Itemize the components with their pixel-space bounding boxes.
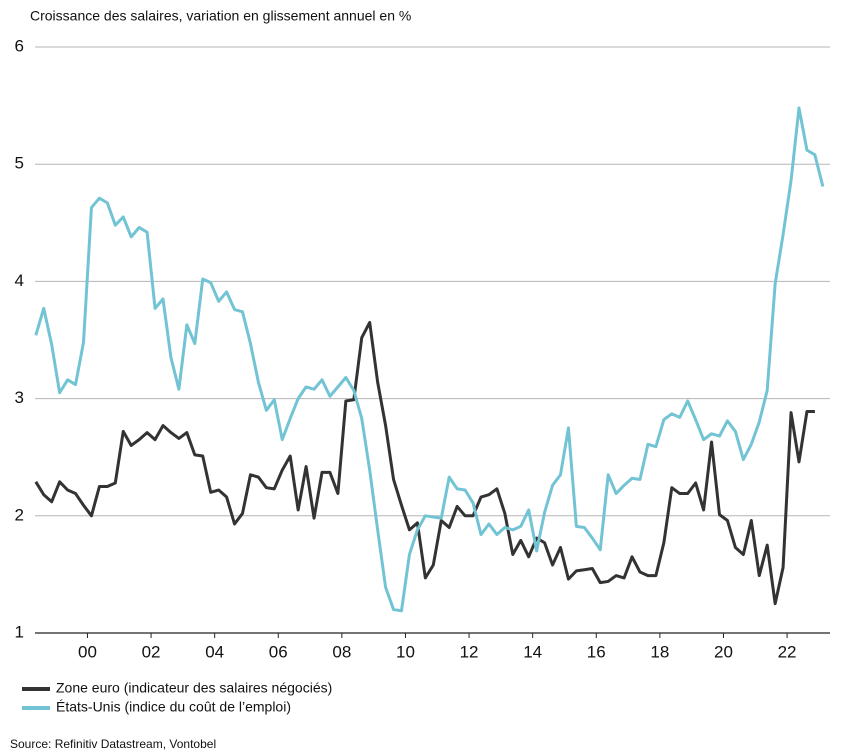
x-tick-label: 02 xyxy=(142,642,161,661)
x-tick-label: 14 xyxy=(523,642,542,661)
y-tick-label: 4 xyxy=(15,271,24,290)
series-line xyxy=(34,106,825,613)
legend-label: États-Unis (indice du coût de l’emploi) xyxy=(56,699,291,715)
x-tick-label: 22 xyxy=(778,642,797,661)
y-tick-label: 5 xyxy=(15,154,24,173)
source: Source: Refinitiv Datastream, Vontobel xyxy=(10,737,216,751)
x-tick-label: 08 xyxy=(332,642,351,661)
x-tick-label: 16 xyxy=(587,642,606,661)
x-tick-label: 00 xyxy=(78,642,97,661)
y-tick-label: 3 xyxy=(15,388,24,407)
x-tick-label: 06 xyxy=(269,642,288,661)
x-tick-label: 18 xyxy=(650,642,669,661)
y-tick-label: 1 xyxy=(15,622,24,641)
series-line xyxy=(34,320,815,606)
y-tick-label: 6 xyxy=(15,36,24,55)
x-tick-label: 20 xyxy=(714,642,733,661)
x-tick-label: 04 xyxy=(205,642,224,661)
y-tick-label: 2 xyxy=(15,505,24,524)
x-tick-label: 10 xyxy=(396,642,415,661)
x-tick-label: 12 xyxy=(460,642,479,661)
legend-label: Zone euro (indicateur des salaires négoc… xyxy=(56,680,332,696)
chart-title: Croissance des salaires, variation en gl… xyxy=(30,8,411,24)
